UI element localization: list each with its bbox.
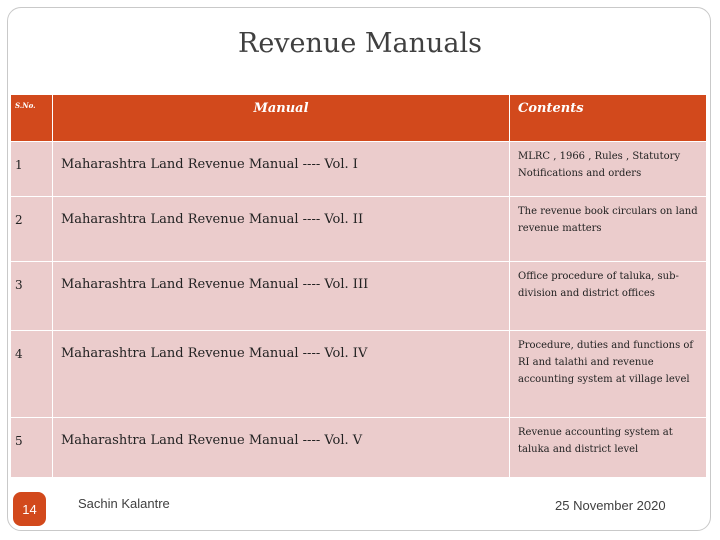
cell-manual: Maharashtra Land Revenue Manual ---- Vol…: [52, 196, 510, 262]
slide-title: Revenue Manuals: [238, 28, 482, 59]
cell-sno: 5: [10, 417, 53, 478]
table-row: 4 Maharashtra Land Revenue Manual ---- V…: [10, 330, 707, 418]
manuals-table: S.No. Manual Contents 1 Maharashtra Land…: [10, 94, 707, 478]
table-header-row: S.No. Manual Contents: [10, 94, 707, 142]
table-row: 5 Maharashtra Land Revenue Manual ---- V…: [10, 417, 707, 478]
header-manual: Manual: [52, 94, 510, 142]
cell-manual: Maharashtra Land Revenue Manual ---- Vol…: [52, 417, 510, 478]
header-contents: Contents: [509, 94, 707, 142]
cell-sno: 1: [10, 141, 53, 197]
cell-sno: 4: [10, 330, 53, 418]
table-row: 3 Maharashtra Land Revenue Manual ---- V…: [10, 261, 707, 331]
cell-sno: 2: [10, 196, 53, 262]
footer-author: Sachin Kalantre: [78, 496, 170, 511]
cell-contents: Revenue accounting system at taluka and …: [509, 417, 707, 478]
table-row: 2 Maharashtra Land Revenue Manual ---- V…: [10, 196, 707, 262]
cell-contents: The revenue book circulars on land reven…: [509, 196, 707, 262]
cell-sno: 3: [10, 261, 53, 331]
cell-manual: Maharashtra Land Revenue Manual ---- Vol…: [52, 261, 510, 331]
table-row: 1 Maharashtra Land Revenue Manual ---- V…: [10, 141, 707, 197]
cell-contents: Procedure, duties and functions of RI an…: [509, 330, 707, 418]
header-sno: S.No.: [10, 94, 53, 142]
footer-date: 25 November 2020: [555, 498, 666, 513]
cell-manual: Maharashtra Land Revenue Manual ---- Vol…: [52, 330, 510, 418]
cell-manual: Maharashtra Land Revenue Manual ---- Vol…: [52, 141, 510, 197]
cell-contents: Office procedure of taluka, sub-division…: [509, 261, 707, 331]
cell-contents: MLRC , 1966 , Rules , Statutory Notifica…: [509, 141, 707, 197]
page-number-badge: 14: [13, 492, 46, 526]
